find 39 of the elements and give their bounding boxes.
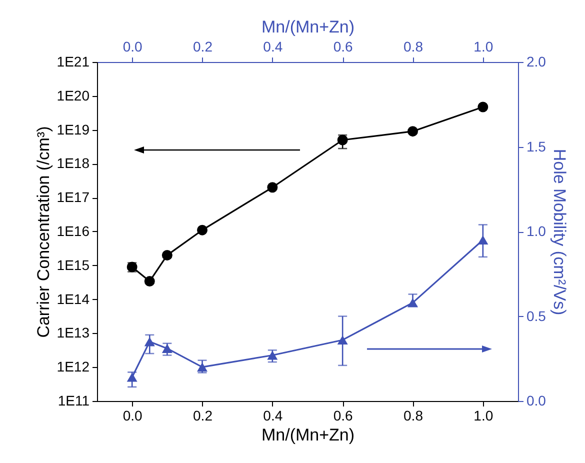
y-tick-label: 1E16 (56, 223, 90, 239)
y-tick-label: 1E15 (56, 256, 90, 273)
y2-tick-label: 1.0 (526, 223, 546, 239)
point (478, 102, 488, 112)
point (408, 126, 418, 137)
y-tick-label: 1E13 (56, 324, 90, 341)
y-tick-label: 1E17 (56, 189, 90, 206)
point (337, 134, 348, 146)
point (144, 276, 155, 287)
x2-tick-label: 1.0 (474, 38, 494, 54)
y2-tick-label: 0.0 (526, 392, 546, 408)
x-tick-label: 0.8 (404, 408, 424, 424)
y2-tick-label: 1.5 (526, 138, 546, 154)
y-tick-label: 1E19 (56, 121, 90, 138)
x2-tick-label: 0.0 (122, 38, 143, 54)
y-tick-label: 1E14 (56, 290, 90, 307)
y-tick-label: 1E11 (58, 392, 90, 408)
y2-tick-label: 0.5 (526, 308, 546, 324)
x-tick-label: 0.0 (122, 408, 143, 424)
y2-tick-label: 2.0 (526, 54, 546, 70)
x-tick-label: 0.4 (263, 408, 283, 424)
y-tick-label: 1E20 (56, 87, 90, 104)
x2-tick-label: 0.4 (263, 38, 283, 54)
y-tick-label: 1E12 (56, 358, 90, 375)
point (267, 182, 278, 193)
x2-axis-title: Mn/(Mn+Zn) (261, 18, 355, 36)
x-axis-title: Mn/(Mn+Zn) (261, 426, 355, 444)
y2-axis-title: Hole Mobility (cm²/Vs) (550, 148, 569, 316)
x2-tick-label: 0.6 (333, 38, 354, 54)
point (162, 250, 172, 260)
x2-tick-label: 0.2 (193, 38, 213, 54)
x2-tick-label: 0.8 (404, 38, 424, 54)
x-tick-label: 0.6 (333, 408, 354, 424)
y-axis-title: Carrier Concentration (/cm³) (34, 126, 53, 338)
y-tick-label: 1E21 (56, 54, 90, 70)
x-tick-label: 0.2 (193, 408, 213, 424)
y-tick-label: 1E18 (56, 155, 90, 172)
x-tick-label: 1.0 (474, 408, 494, 424)
point (197, 224, 208, 236)
